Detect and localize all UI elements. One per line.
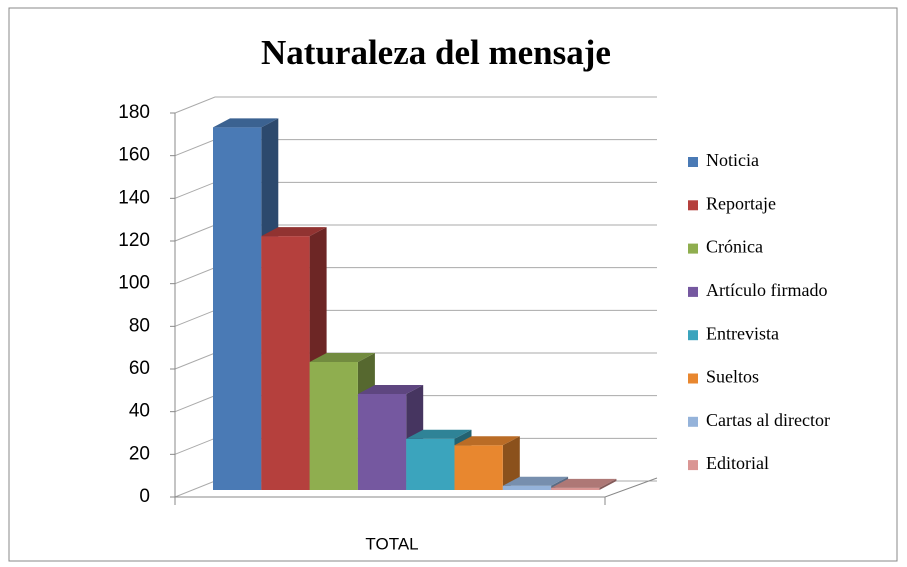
legend-swatch	[688, 200, 698, 211]
bar-top	[502, 476, 569, 486]
legend-swatch	[688, 330, 698, 341]
legend-label: Entrevista	[706, 323, 779, 343]
y-tick-label: 140	[118, 187, 150, 208]
legend-label: Sueltos	[706, 367, 759, 387]
x-tick-label: TOTAL	[365, 534, 418, 553]
bar	[551, 487, 600, 490]
legend-swatch	[688, 460, 698, 471]
y-tick-label: 160	[118, 145, 150, 166]
legend-label: Reportaje	[706, 193, 776, 213]
bar-top	[261, 227, 327, 237]
legend-label: Noticia	[706, 150, 759, 170]
bar-top	[454, 436, 520, 446]
y-tick-label: 100	[118, 273, 150, 294]
bar-top	[551, 478, 617, 488]
bar	[213, 127, 262, 490]
y-tick-label: 60	[129, 358, 150, 379]
legend-swatch	[688, 416, 698, 427]
legend-label: Artículo firmado	[706, 280, 827, 300]
bar	[357, 394, 407, 490]
bar-top	[213, 118, 279, 128]
bar	[502, 485, 552, 490]
bar	[309, 362, 358, 490]
y-tick-label: 20	[129, 443, 150, 464]
bar-top	[357, 385, 424, 394]
bar	[261, 236, 310, 490]
bar-side	[599, 478, 617, 490]
y-tick-label: 180	[118, 102, 150, 123]
grid-line	[174, 96, 657, 114]
legend-swatch	[688, 243, 698, 254]
legend-swatch	[688, 286, 698, 297]
y-tick-label: 80	[129, 315, 150, 336]
y-tick-label: 0	[139, 486, 150, 507]
y-tick-label: 120	[118, 230, 150, 251]
bar	[454, 445, 503, 490]
y-tick-label: 40	[129, 401, 150, 422]
legend-label: Editorial	[706, 453, 769, 473]
bar-top	[406, 429, 472, 439]
chart-title: Naturaleza del mensaje	[261, 33, 611, 72]
legend-label: Cartas al director	[706, 410, 830, 430]
legend-label: Crónica	[706, 237, 763, 257]
bar-top	[309, 353, 375, 362]
legend-swatch	[688, 157, 698, 167]
bar	[406, 438, 455, 490]
legend-swatch	[688, 373, 698, 384]
bar-side	[502, 436, 520, 490]
